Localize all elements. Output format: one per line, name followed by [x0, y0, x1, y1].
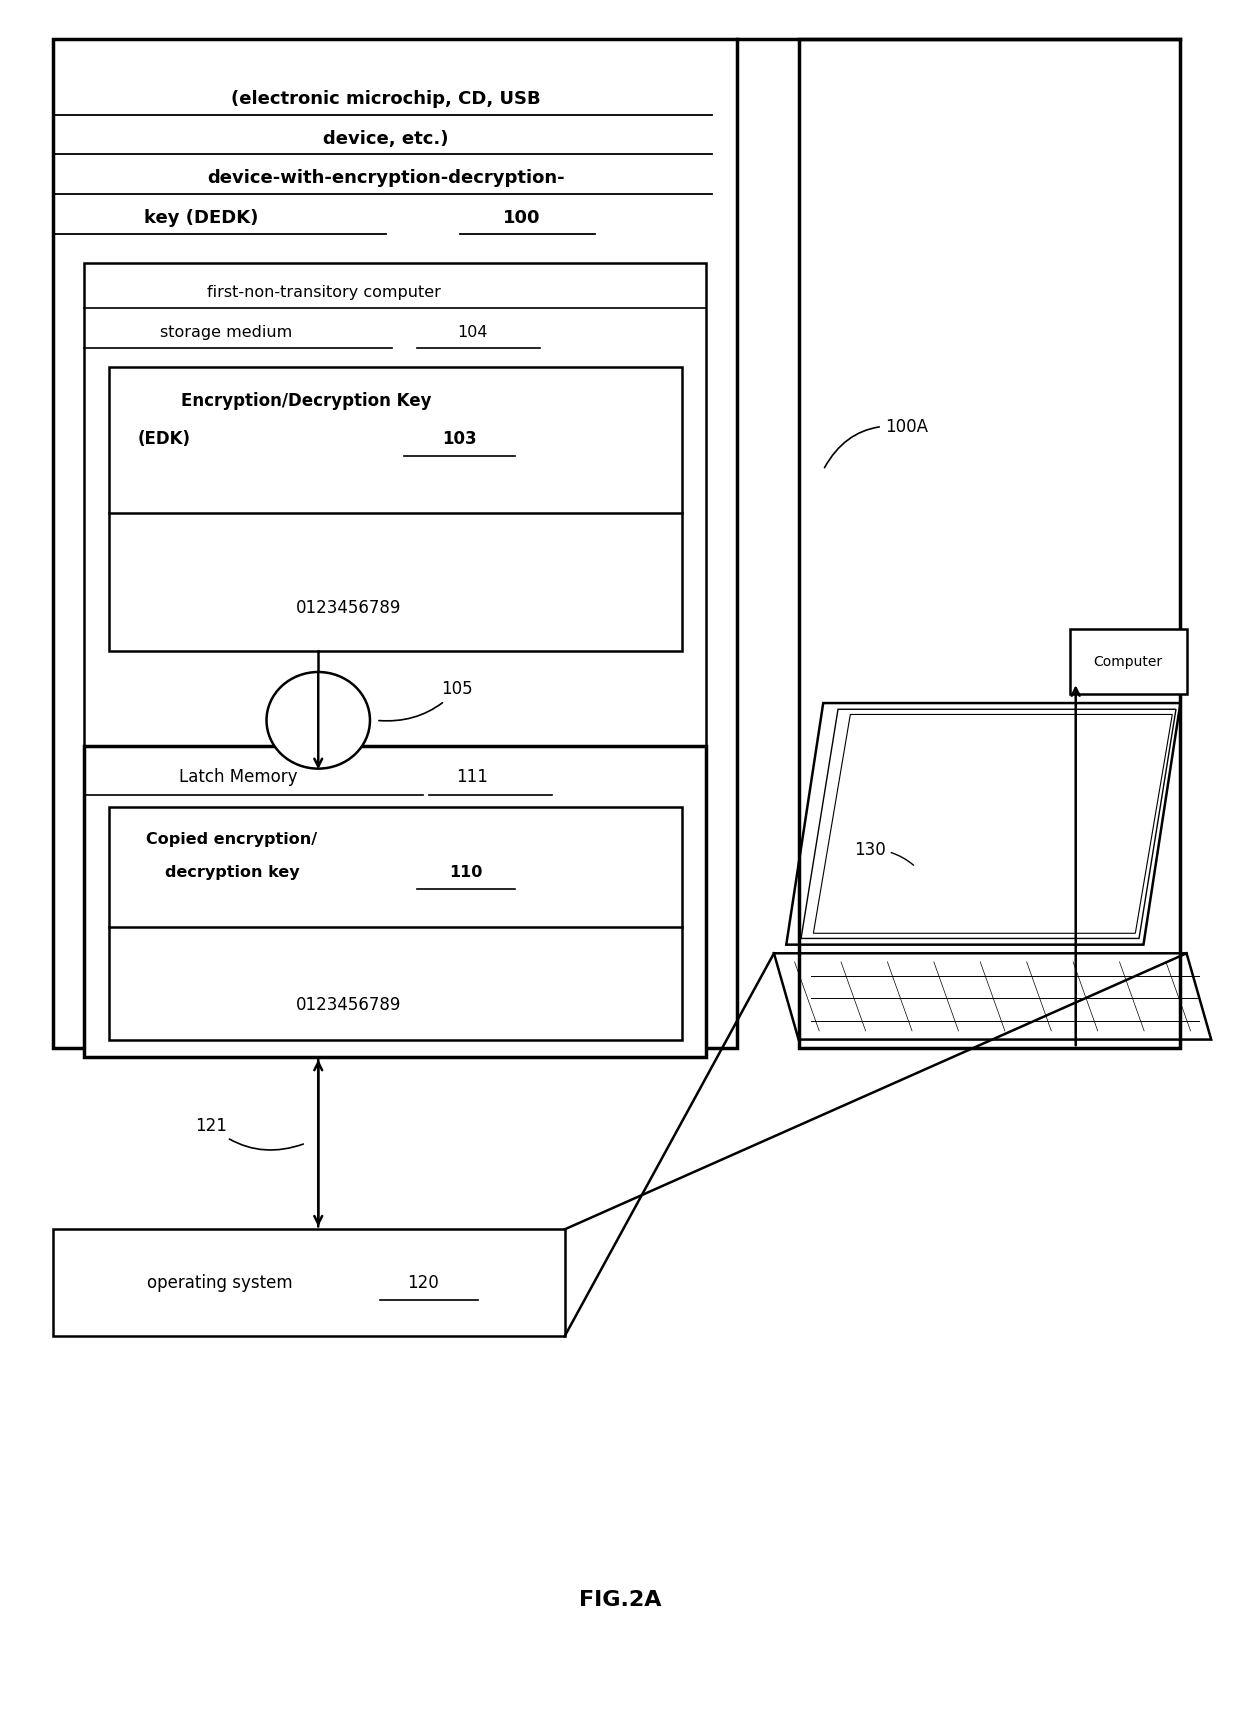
Text: Latch Memory: Latch Memory	[179, 768, 298, 786]
Text: 120: 120	[407, 1274, 439, 1292]
Text: 103: 103	[443, 430, 477, 447]
Text: 105: 105	[379, 680, 472, 721]
Text: (electronic microchip, CD, USB: (electronic microchip, CD, USB	[231, 90, 541, 108]
Text: decryption key: decryption key	[165, 865, 299, 879]
Bar	[109, 806, 682, 1040]
Bar	[109, 366, 682, 652]
Text: device, etc.): device, etc.)	[324, 130, 449, 147]
Bar	[53, 38, 737, 1047]
Text: storage medium: storage medium	[160, 324, 291, 340]
Text: device-with-encryption-decryption-: device-with-encryption-decryption-	[207, 170, 564, 187]
Text: 110: 110	[449, 865, 482, 879]
Text: 0123456789: 0123456789	[296, 995, 402, 1014]
Bar	[53, 1229, 564, 1337]
Bar	[1070, 629, 1187, 694]
Text: 111: 111	[456, 768, 489, 786]
Ellipse shape	[267, 673, 370, 768]
Text: Encryption/Decryption Key: Encryption/Decryption Key	[181, 392, 432, 409]
Text: operating system: operating system	[146, 1274, 293, 1292]
Text: (EDK): (EDK)	[138, 430, 191, 447]
Text: 104: 104	[458, 324, 487, 340]
Text: Computer: Computer	[1094, 655, 1163, 669]
Text: 121: 121	[195, 1117, 304, 1150]
Text: 130: 130	[854, 841, 914, 865]
Bar	[799, 38, 1180, 1047]
Text: 100A: 100A	[825, 418, 928, 468]
Text: first-non-transitory computer: first-non-transitory computer	[207, 284, 441, 300]
Bar	[84, 746, 707, 1056]
Text: 100: 100	[502, 210, 541, 227]
Text: Copied encryption/: Copied encryption/	[146, 832, 317, 846]
Text: 0123456789: 0123456789	[296, 600, 402, 617]
Bar	[84, 264, 707, 772]
Text: key (DEDK): key (DEDK)	[144, 210, 258, 227]
Text: FIG.2A: FIG.2A	[579, 1590, 661, 1611]
